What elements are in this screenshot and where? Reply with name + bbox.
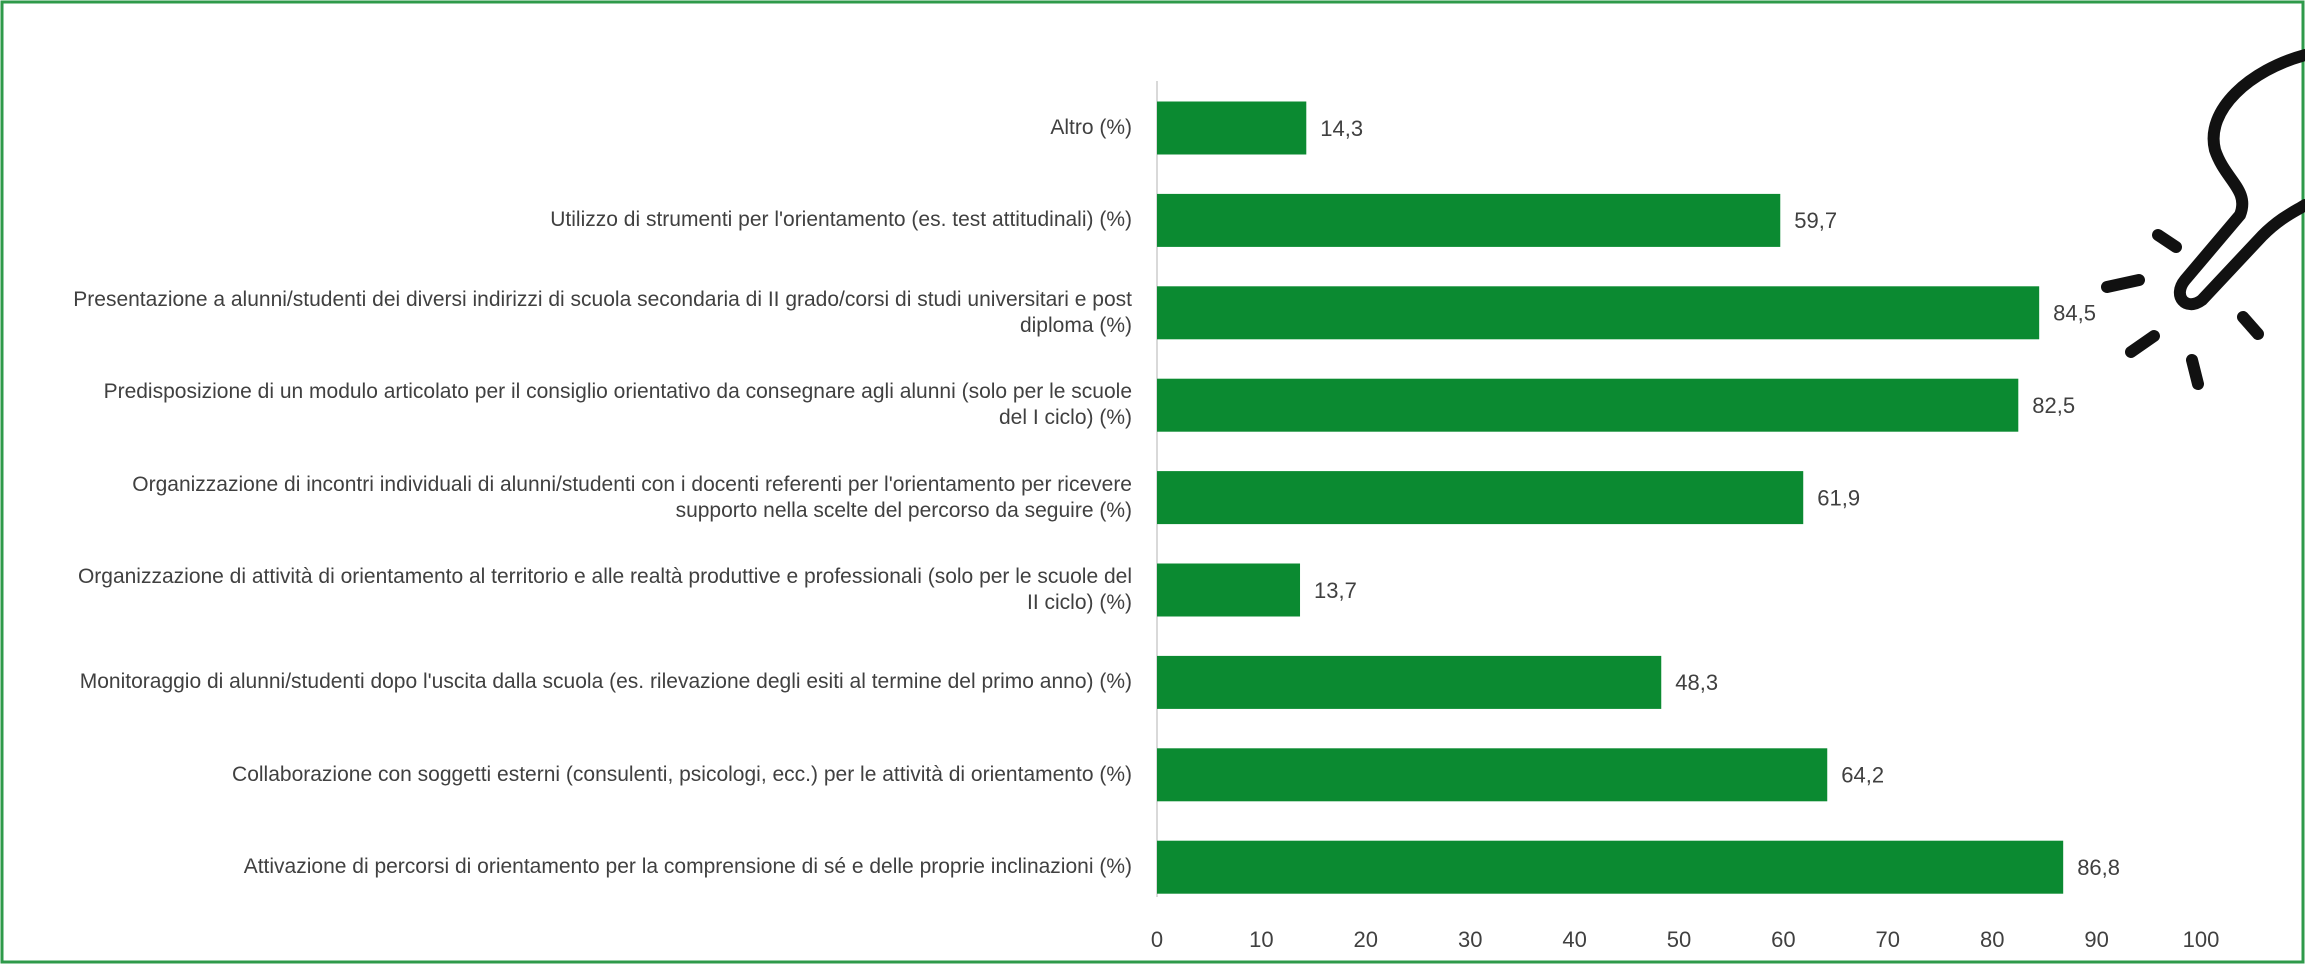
value-label: 84,5 xyxy=(2053,301,2096,326)
bar xyxy=(1157,101,1307,155)
bar xyxy=(1157,193,1781,247)
bar xyxy=(1157,378,2019,432)
x-tick-label: 0 xyxy=(1151,927,1163,952)
value-label: 61,9 xyxy=(1817,485,1860,510)
bar xyxy=(1157,840,2064,894)
value-label: 14,3 xyxy=(1320,116,1363,141)
x-tick-label: 10 xyxy=(1249,927,1273,952)
category-label: Altro (%) xyxy=(1050,115,1132,139)
x-tick-label: 20 xyxy=(1354,927,1378,952)
category-label: Monitoraggio di alunni/studenti dopo l'u… xyxy=(79,670,1132,694)
category-label: Organizzazione di incontri individuali d… xyxy=(132,472,1132,522)
x-tick-label: 80 xyxy=(1980,927,2004,952)
x-tick-label: 50 xyxy=(1667,927,1691,952)
category-label: Attivazione di percorsi di orientamento … xyxy=(243,855,1132,879)
bar xyxy=(1157,286,2040,340)
value-label: 48,3 xyxy=(1675,670,1718,695)
bar xyxy=(1157,748,1828,802)
value-label: 64,2 xyxy=(1841,763,1884,788)
category-label: Organizzazione di attività di orientamen… xyxy=(77,564,1132,614)
x-tick-label: 40 xyxy=(1562,927,1586,952)
category-label: Utilizzo di strumenti per l'orientamento… xyxy=(550,208,1132,232)
bar xyxy=(1157,471,1804,525)
x-tick-label: 30 xyxy=(1458,927,1482,952)
x-tick-label: 60 xyxy=(1771,927,1795,952)
value-label: 13,7 xyxy=(1314,578,1357,603)
value-label: 59,7 xyxy=(1794,208,1837,233)
bar xyxy=(1157,655,1662,709)
x-tick-label: 100 xyxy=(2183,927,2220,952)
category-label: Collaborazione con soggetti esterni (con… xyxy=(232,762,1132,786)
category-label: Predisposizione di un modulo articolato … xyxy=(103,379,1132,430)
x-tick-label: 70 xyxy=(1876,927,1900,952)
x-tick-label: 90 xyxy=(2084,927,2108,952)
bar xyxy=(1157,563,1301,617)
category-label: Presentazione a alunni/studenti dei dive… xyxy=(73,287,1132,337)
value-label: 86,8 xyxy=(2077,855,2120,880)
value-label: 82,5 xyxy=(2032,393,2075,418)
lightbulb-icon xyxy=(2101,49,2305,390)
